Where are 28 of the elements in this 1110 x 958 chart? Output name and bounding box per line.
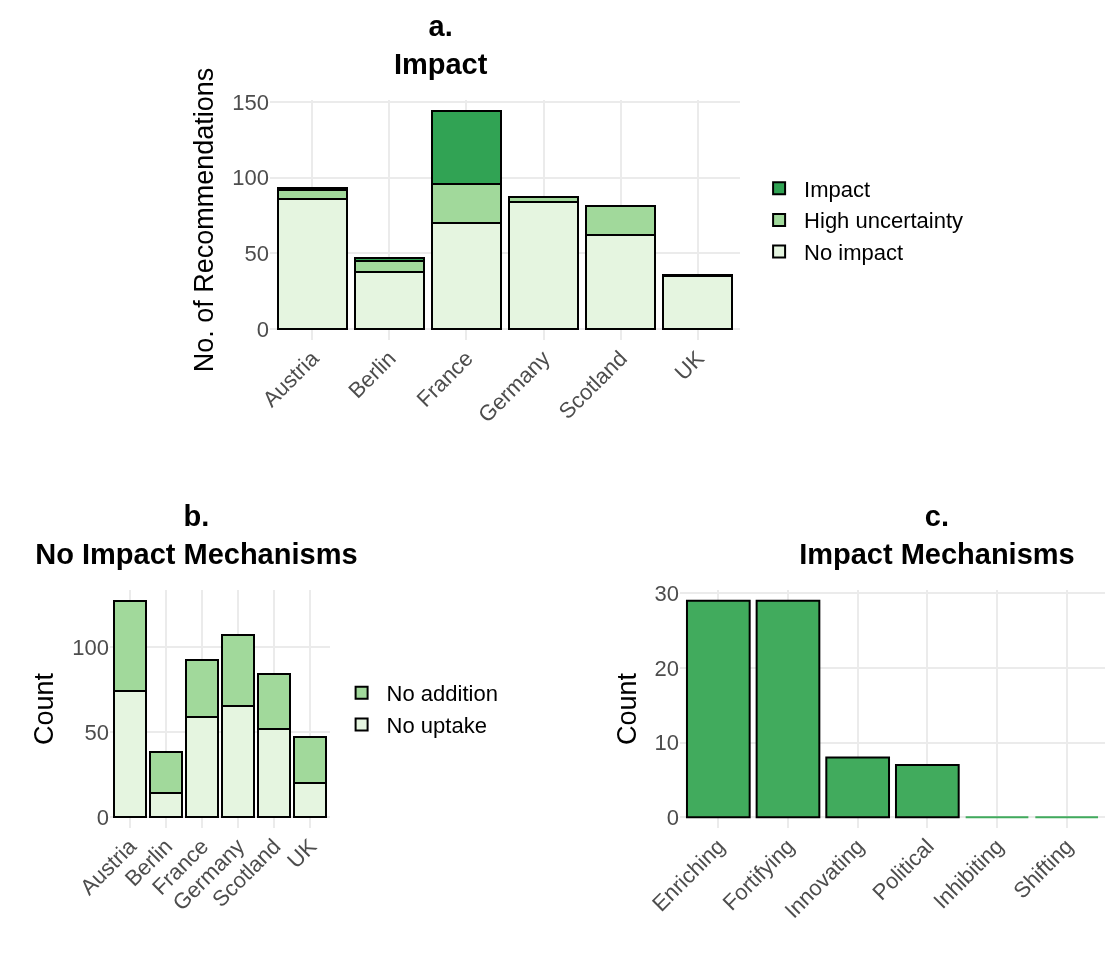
- y-tick-label: 150: [232, 89, 269, 115]
- chart-title: b. No Impact Mechanisms: [35, 500, 358, 570]
- y-tick-label: 50: [84, 719, 109, 745]
- y-tick-label: 20: [654, 655, 679, 681]
- legend-label: Impact: [804, 176, 871, 202]
- legend-label: No impact: [804, 240, 904, 266]
- y-axis-title: Count: [29, 672, 60, 746]
- bar: [685, 599, 751, 819]
- y-tick-label: 0: [256, 316, 269, 342]
- legend-label: High uncertainty: [804, 208, 964, 234]
- bar: [755, 599, 821, 819]
- legend-label: No uptake: [386, 712, 487, 738]
- y-axis-title: Count: [611, 672, 642, 746]
- y-tick-label: 30: [654, 581, 679, 607]
- x-tick-label: UK: [669, 345, 710, 385]
- x-tick-label: UK: [282, 833, 322, 873]
- y-tick-label: 0: [666, 804, 679, 830]
- y-tick-label: 50: [244, 241, 269, 267]
- bar: [894, 763, 960, 819]
- y-tick-label: 100: [72, 634, 109, 660]
- y-tick-label: 100: [232, 165, 269, 191]
- legend-label: No addition: [386, 681, 498, 707]
- y-axis-title: No. of Recommendations: [189, 67, 220, 373]
- y-tick-label: 0: [96, 804, 109, 830]
- bar: [825, 756, 891, 819]
- chart-title: c. Impact Mechanisms: [799, 500, 1075, 570]
- chart-title: a. Impact: [393, 10, 488, 80]
- y-tick-label: 10: [654, 730, 679, 756]
